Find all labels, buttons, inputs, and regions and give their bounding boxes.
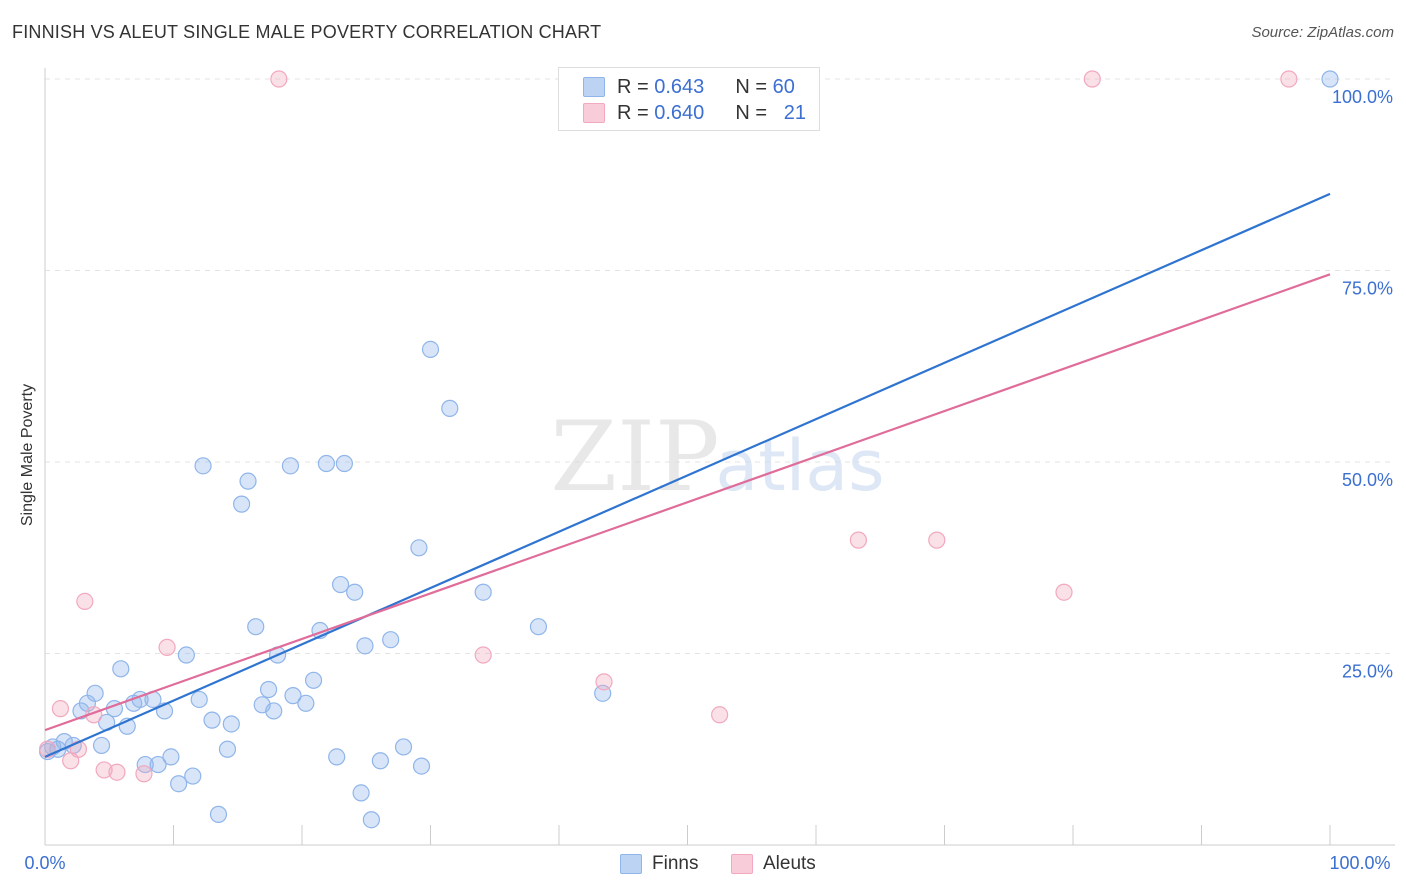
- legend-swatch-aleuts: [583, 103, 605, 123]
- legend-n-label: N =: [735, 101, 768, 124]
- aleuts-point: [1055, 583, 1073, 601]
- finns-point: [284, 687, 302, 705]
- source-label: Source: ZipAtlas.com: [1251, 24, 1394, 41]
- finns-point: [304, 671, 323, 689]
- legend-n-label: N =: [735, 75, 768, 98]
- finns-point: [371, 752, 389, 770]
- aleuts-point: [849, 531, 868, 549]
- finns-point: [412, 757, 431, 775]
- aleuts-point: [928, 531, 946, 549]
- aleuts-point: [158, 638, 176, 656]
- finns-point: [1321, 70, 1339, 88]
- data-points: [38, 70, 1339, 829]
- aleuts-point: [595, 673, 613, 691]
- finns-point: [239, 472, 257, 490]
- y-tick-label: 100.0%: [1332, 87, 1393, 107]
- finns-point: [203, 711, 221, 729]
- watermark-zip: ZIP: [550, 401, 719, 513]
- finns-point: [474, 583, 492, 601]
- finns-point: [190, 690, 208, 709]
- finns-point: [382, 631, 400, 649]
- legend-swatch-finns: [620, 854, 642, 874]
- aleuts-point: [51, 700, 70, 718]
- finns-point: [233, 495, 251, 513]
- legend-n-value: 60: [772, 75, 795, 98]
- finns-point: [328, 748, 346, 766]
- y-tick-label: 50.0%: [1342, 470, 1393, 490]
- aleuts-point: [1280, 70, 1298, 88]
- finns-point: [441, 399, 459, 417]
- trend-lines: [44, 192, 1331, 758]
- finns-point: [247, 618, 265, 636]
- x-tick-label: 100.0%: [1329, 853, 1390, 873]
- finns-point: [184, 767, 202, 785]
- legend-r-label: R =: [617, 75, 649, 98]
- aleuts-point: [76, 592, 94, 611]
- legend-r-value: 0.640: [654, 101, 705, 124]
- finns-point: [281, 457, 300, 475]
- axes: [44, 68, 1395, 846]
- finns-point: [394, 738, 413, 756]
- finns-point: [265, 702, 283, 720]
- finns-point: [218, 740, 237, 758]
- aleuts-point: [95, 761, 113, 779]
- finns-point: [170, 775, 188, 793]
- finns-point: [352, 784, 370, 802]
- finns-point: [162, 748, 180, 766]
- finns-point: [259, 680, 278, 699]
- finns-point: [194, 457, 212, 475]
- aleuts-point: [1083, 70, 1101, 88]
- aleuts-point: [711, 706, 729, 724]
- finns-point: [362, 811, 380, 829]
- tick-labels: 25.0% 50.0% 75.0% 100.0% 0.0% 100.0%: [24, 87, 1393, 873]
- finns-point: [222, 715, 240, 733]
- y-tick-label: 25.0%: [1342, 662, 1393, 682]
- legend-label-aleuts: Aleuts: [763, 853, 816, 874]
- x-tick-label: 0.0%: [24, 853, 65, 873]
- finns-point: [529, 618, 548, 636]
- finns-point: [177, 646, 195, 664]
- legend-n-value: 21: [783, 101, 806, 124]
- aleuts-point: [270, 70, 288, 88]
- finns-point: [86, 684, 104, 702]
- finns-trend-line: [44, 192, 1331, 758]
- finns-point: [209, 805, 228, 823]
- legend-swatch-aleuts: [731, 854, 753, 874]
- legend-row-finns: R = 0.643 N = 60: [583, 74, 795, 100]
- legend-r-label: R =: [617, 101, 649, 124]
- finns-point: [421, 340, 440, 358]
- finns-point: [356, 637, 374, 655]
- aleuts-point: [108, 763, 126, 781]
- finns-point: [335, 454, 354, 473]
- watermark-atlas: atlas: [715, 425, 884, 507]
- legend-item-aleuts[interactable]: Aleuts: [731, 852, 816, 876]
- finns-point: [317, 454, 336, 473]
- legend-row-aleuts: R = 0.640 N = 21: [583, 100, 806, 126]
- finns-point: [331, 575, 350, 594]
- finns-point: [410, 539, 428, 557]
- legend-label-finns: Finns: [652, 853, 699, 874]
- finns-point: [112, 660, 130, 678]
- correlation-legend: R = 0.643 N = 60 R = 0.640 N = 21: [558, 67, 820, 131]
- finns-point: [92, 736, 111, 755]
- finns-point: [346, 583, 364, 601]
- legend-r-value: 0.643: [654, 75, 705, 98]
- finns-point: [297, 694, 315, 712]
- aleuts-trend-line: [44, 273, 1331, 732]
- gridlines: [45, 78, 1395, 654]
- y-tick-label: 75.0%: [1342, 279, 1393, 299]
- legend-item-finns[interactable]: Finns: [620, 852, 698, 876]
- chart-title: FINNISH VS ALEUT SINGLE MALE POVERTY COR…: [12, 22, 602, 42]
- finns-point: [149, 755, 167, 774]
- aleuts-point: [474, 646, 492, 664]
- legend-swatch-finns: [583, 77, 605, 97]
- aleuts-point: [135, 765, 153, 783]
